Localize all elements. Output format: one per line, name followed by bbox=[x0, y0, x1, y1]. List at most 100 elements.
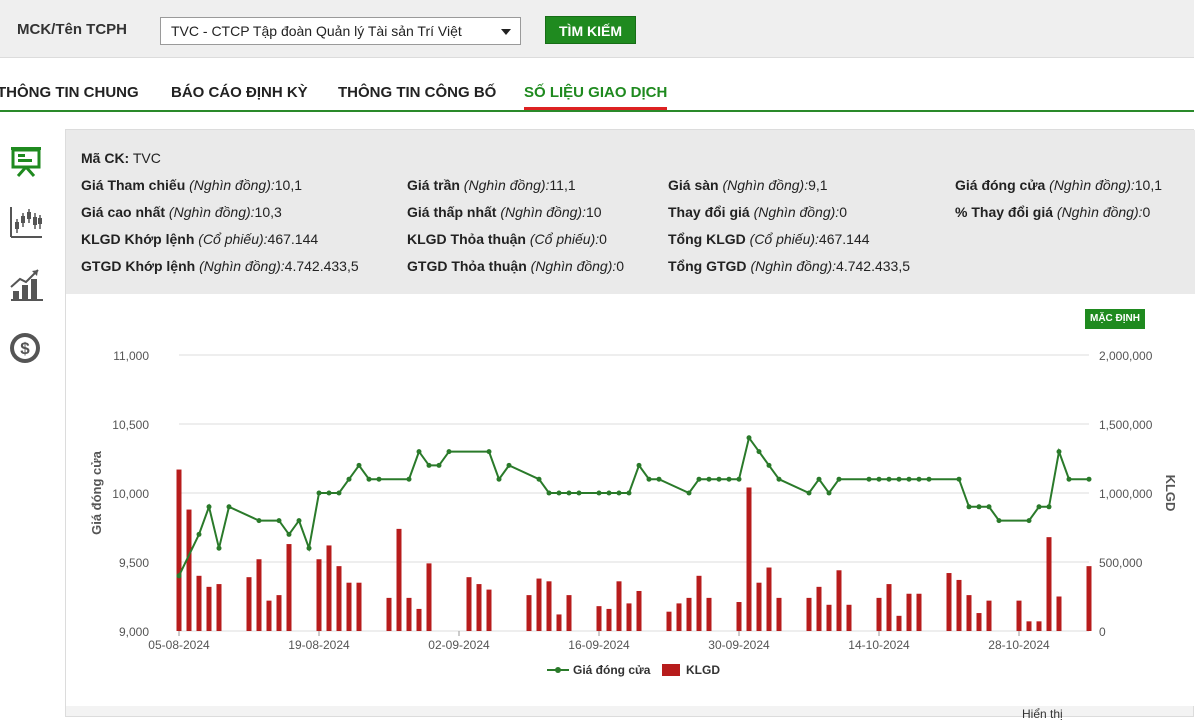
legend-label-volume: KLGD bbox=[686, 663, 720, 677]
y-tick-label-left: 9,000 bbox=[119, 625, 149, 639]
volume-bar bbox=[986, 600, 992, 631]
volume-bar bbox=[686, 597, 692, 631]
price-point bbox=[956, 476, 962, 482]
price-point bbox=[776, 476, 782, 482]
volume-bar bbox=[946, 573, 952, 631]
price-point bbox=[626, 490, 632, 496]
volume-bar bbox=[486, 589, 492, 631]
price-point bbox=[356, 462, 362, 468]
price-point bbox=[896, 476, 902, 482]
price-line bbox=[178, 435, 1089, 577]
tab-periodic-reports[interactable]: BÁO CÁO ĐỊNH KỲ bbox=[171, 84, 308, 101]
price-point bbox=[996, 518, 1002, 524]
volume-bar bbox=[316, 559, 322, 631]
presentation-board-icon[interactable] bbox=[8, 143, 44, 179]
price-point bbox=[1086, 476, 1092, 482]
price-point bbox=[596, 490, 602, 496]
growth-chart-icon[interactable] bbox=[8, 267, 44, 303]
ceiling-price: Giá trần (Nghìn đồng):11,1 bbox=[407, 177, 576, 193]
volume-bar bbox=[466, 577, 472, 631]
volume-bar bbox=[696, 575, 702, 631]
price-point bbox=[446, 449, 452, 455]
price-point bbox=[366, 476, 372, 482]
volume-bar bbox=[776, 597, 782, 631]
price-point bbox=[196, 531, 202, 537]
volume-bar bbox=[916, 593, 922, 631]
volume-bar bbox=[396, 528, 402, 631]
volume-bar bbox=[526, 595, 532, 631]
price-point bbox=[346, 476, 352, 482]
volume-bar bbox=[736, 602, 742, 631]
volume-bar bbox=[816, 586, 822, 631]
volume-bar bbox=[356, 582, 362, 631]
volume-bar bbox=[616, 581, 622, 631]
volume-bar bbox=[416, 608, 422, 631]
price-point bbox=[646, 476, 652, 482]
price-point bbox=[756, 449, 762, 455]
volume-bar bbox=[846, 604, 852, 631]
volume-bar bbox=[896, 615, 902, 631]
price-point bbox=[226, 504, 232, 510]
volume-bar bbox=[266, 600, 272, 631]
volume-bar bbox=[476, 584, 482, 631]
price-point bbox=[216, 545, 222, 551]
volume-bar bbox=[556, 614, 562, 631]
x-tick-label: 02-09-2024 bbox=[428, 638, 490, 652]
volume-bar bbox=[606, 608, 612, 631]
price-point bbox=[566, 490, 572, 496]
x-tick-label: 14-10-2024 bbox=[848, 638, 910, 652]
default-view-button[interactable]: MẶC ĐỊNH bbox=[1085, 309, 1145, 329]
volume-bar bbox=[596, 606, 602, 631]
tab-general-info[interactable]: THÔNG TIN CHUNG bbox=[0, 84, 139, 101]
y-tick-label-right: 0 bbox=[1099, 625, 1106, 639]
price-point bbox=[556, 490, 562, 496]
price-point bbox=[886, 476, 892, 482]
volume-bar bbox=[706, 597, 712, 631]
stock-code: Mã CK: TVC bbox=[81, 150, 161, 166]
x-tick-label: 19-08-2024 bbox=[288, 638, 350, 652]
negotiated-value: GTGD Thỏa thuận (Nghìn đồng):0 bbox=[407, 258, 625, 274]
y-tick-label-right: 2,000,000 bbox=[1099, 349, 1153, 363]
legend-label-price: Giá đóng cửa bbox=[573, 663, 651, 677]
price-point bbox=[316, 490, 322, 496]
price-point bbox=[1046, 504, 1052, 510]
volume-bar bbox=[196, 575, 202, 631]
price-point bbox=[726, 476, 732, 482]
price-point bbox=[1066, 476, 1072, 482]
price-point bbox=[636, 462, 642, 468]
volume-bar bbox=[876, 597, 882, 631]
candlestick-chart-icon[interactable] bbox=[8, 205, 44, 241]
price-point bbox=[256, 518, 262, 524]
price-point bbox=[296, 518, 302, 524]
volume-bar bbox=[956, 579, 962, 631]
volume-bar bbox=[806, 597, 812, 631]
volume-bar bbox=[546, 581, 552, 631]
y-tick-label-right: 1,000,000 bbox=[1099, 487, 1153, 501]
price-point bbox=[656, 476, 662, 482]
negotiated-volume: KLGD Thỏa thuận (Cổ phiếu):0 bbox=[407, 231, 607, 247]
price-point bbox=[836, 476, 842, 482]
x-tick-label: 30-09-2024 bbox=[708, 638, 770, 652]
price-point bbox=[746, 435, 752, 441]
price-point bbox=[326, 490, 332, 496]
company-select[interactable]: TVC - CTCP Tập đoàn Quản lý Tài sản Trí … bbox=[160, 17, 521, 45]
volume-bar bbox=[1086, 566, 1092, 631]
volume-bar bbox=[836, 570, 842, 631]
price-point bbox=[966, 504, 972, 510]
price-point bbox=[876, 476, 882, 482]
price-point bbox=[546, 490, 552, 496]
price-point bbox=[766, 462, 772, 468]
ticker-label: MCK/Tên TCPH bbox=[17, 21, 127, 38]
svg-text:$: $ bbox=[20, 339, 30, 358]
page-size-label: Hiển thị bbox=[1022, 707, 1063, 721]
high-price: Giá cao nhất (Nghìn đồng):10,3 bbox=[81, 204, 282, 220]
floor-price: Giá sàn (Nghìn đồng):9,1 bbox=[668, 177, 828, 193]
tab-disclosures[interactable]: THÔNG TIN CÔNG BỐ bbox=[338, 84, 497, 101]
volume-bar bbox=[966, 595, 972, 631]
volume-bar bbox=[386, 597, 392, 631]
dollar-coin-icon[interactable]: $ bbox=[8, 330, 44, 366]
search-button[interactable]: TÌM KIẾM bbox=[545, 16, 636, 44]
tab-trading-data[interactable]: SỐ LIỆU GIAO DỊCH bbox=[524, 84, 668, 110]
volume-bar bbox=[746, 487, 752, 631]
volume-bar bbox=[566, 595, 572, 631]
